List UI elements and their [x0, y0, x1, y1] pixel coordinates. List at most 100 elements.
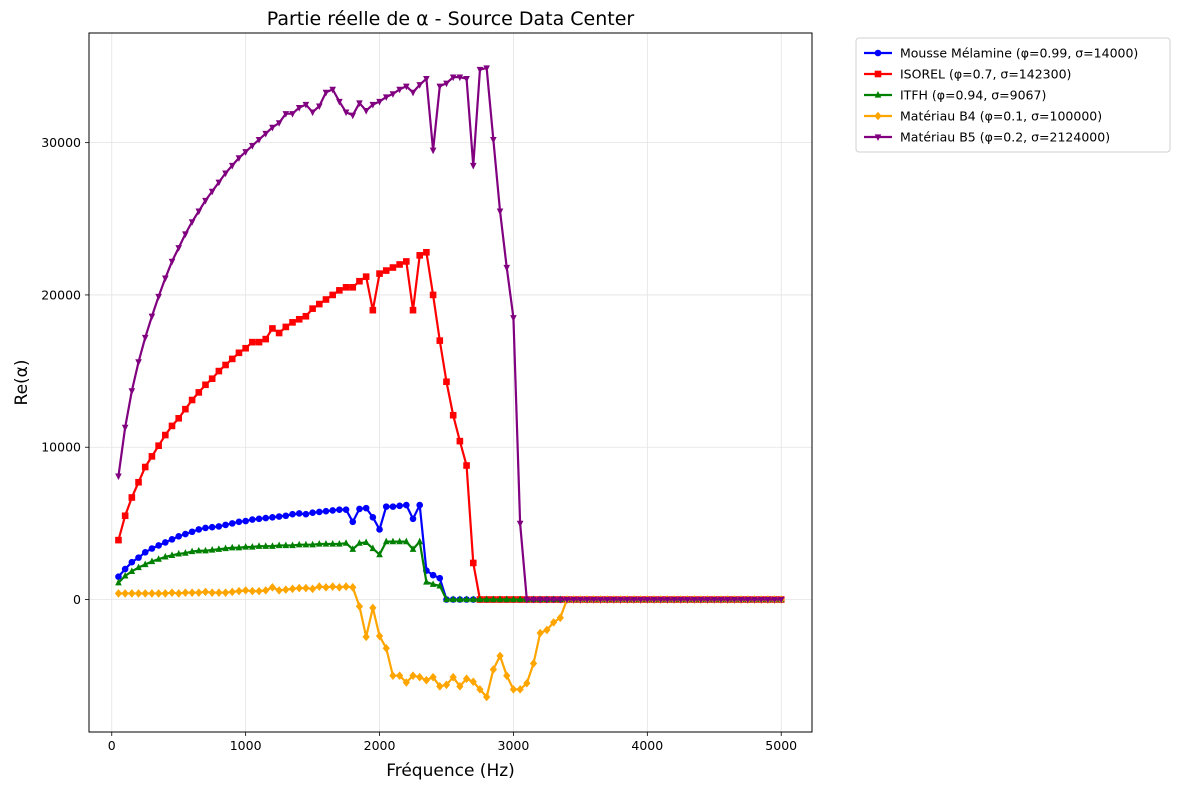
- data-point: [396, 86, 403, 94]
- data-point: [208, 546, 216, 553]
- data-point: [369, 306, 377, 314]
- data-point: [282, 512, 290, 520]
- data-point: [188, 588, 196, 597]
- data-point: [396, 261, 403, 268]
- data-point: [462, 674, 471, 683]
- data-point: [409, 671, 417, 680]
- series-5: [115, 65, 785, 604]
- data-point: [208, 523, 216, 531]
- data-point: [355, 602, 364, 611]
- data-point: [496, 208, 504, 216]
- data-point: [650, 596, 658, 604]
- legend-item: Matériau B4 (φ=0.1, σ=100000): [864, 109, 1102, 124]
- data-point: [128, 558, 136, 566]
- data-point: [329, 507, 336, 514]
- data-point: [416, 501, 424, 509]
- data-point: [162, 552, 169, 560]
- data-point: [436, 337, 444, 344]
- data-point: [744, 596, 752, 604]
- data-point: [369, 544, 377, 552]
- data-point: [148, 557, 156, 565]
- data-point: [121, 589, 129, 598]
- data-point: [302, 510, 310, 518]
- data-point: [449, 595, 457, 603]
- data-point: [362, 632, 370, 642]
- x-tick-label: 4000: [631, 738, 663, 753]
- data-point: [175, 245, 183, 252]
- data-point: [375, 631, 384, 641]
- data-point: [155, 555, 162, 562]
- data-point: [228, 355, 236, 363]
- data-point: [449, 74, 457, 82]
- data-point: [469, 162, 477, 170]
- data-point: [664, 596, 671, 604]
- data-point: [215, 523, 223, 530]
- data-point: [503, 671, 511, 680]
- data-point: [262, 335, 270, 343]
- data-point: [181, 588, 190, 597]
- data-point: [449, 411, 457, 419]
- data-point: [175, 533, 183, 540]
- data-point: [356, 277, 363, 285]
- data-point: [315, 508, 323, 516]
- data-point: [423, 248, 430, 256]
- x-axis-label: Fréquence (Hz): [386, 761, 515, 781]
- data-point: [610, 596, 618, 604]
- data-point: [349, 545, 357, 552]
- data-point: [182, 549, 189, 556]
- data-point: [389, 264, 397, 271]
- data-point: [202, 546, 209, 554]
- data-point: [322, 583, 330, 592]
- data-point: [315, 103, 323, 111]
- data-point: [121, 565, 129, 573]
- chart-title: Partie réelle de α - Source Data Center: [267, 8, 635, 30]
- data-point: [496, 651, 504, 661]
- data-point: [382, 537, 390, 545]
- data-point: [289, 319, 296, 326]
- data-point: [456, 74, 464, 82]
- data-point: [262, 586, 270, 595]
- data-point: [248, 586, 256, 596]
- data-point: [623, 596, 631, 604]
- data-point: [416, 252, 424, 259]
- data-point: [282, 541, 290, 549]
- data-point: [175, 589, 183, 598]
- data-point: [449, 672, 457, 682]
- data-point: [429, 147, 437, 155]
- data-point: [188, 528, 196, 536]
- data-point: [295, 510, 303, 517]
- data-point: [275, 329, 283, 337]
- data-point: [382, 94, 390, 101]
- y-tick-label: 30000: [41, 135, 81, 150]
- data-point: [556, 596, 564, 604]
- data-point: [523, 596, 531, 604]
- data-point: [349, 583, 357, 592]
- data-point: [362, 108, 370, 115]
- data-point: [382, 503, 390, 510]
- legend: Mousse Mélamine (φ=0.99, σ=14000) ISOREL …: [855, 37, 1171, 153]
- data-point: [135, 563, 142, 571]
- data-point: [349, 284, 357, 291]
- data-point: [115, 473, 122, 481]
- data-point: [516, 685, 524, 694]
- data-point: [382, 643, 390, 653]
- data-point: [222, 170, 229, 178]
- data-point: [731, 596, 738, 604]
- data-point: [154, 589, 163, 598]
- data-point: [456, 437, 464, 445]
- data-point: [155, 293, 162, 301]
- data-point: [161, 589, 169, 598]
- data-point: [268, 583, 277, 592]
- legend-label: Matériau B5 (φ=0.2, σ=2124000): [900, 130, 1110, 145]
- data-point: [141, 549, 149, 556]
- data-point: [510, 595, 517, 603]
- data-point: [215, 367, 223, 375]
- data-point: [463, 595, 470, 603]
- data-point: [309, 109, 316, 117]
- data-point: [262, 542, 270, 549]
- data-point: [295, 316, 303, 323]
- data-point: [503, 264, 511, 272]
- data-point: [737, 596, 745, 604]
- data-point: [563, 596, 571, 604]
- legend-label: ITFH (φ=0.94, σ=9067): [900, 88, 1046, 103]
